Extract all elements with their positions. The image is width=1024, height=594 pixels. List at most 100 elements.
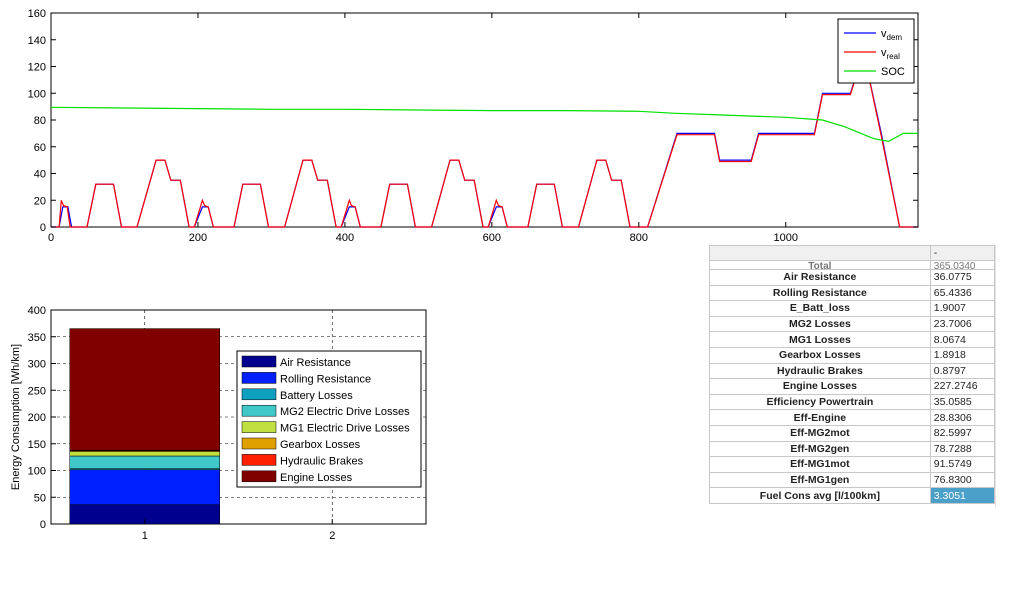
row-value[interactable]: 91.5749 (929, 456, 996, 473)
legend-box (837, 18, 915, 84)
table-row[interactable]: Gearbox Losses 1.8918 (709, 346, 996, 364)
legend-label-1: Rolling Resistance (280, 373, 371, 385)
table-row[interactable]: Engine Losses 227.2746 (709, 378, 996, 395)
row-label: Eff-MG2mot (709, 424, 931, 442)
table-row[interactable]: Eff-Engine 28.8306 (709, 409, 996, 426)
row-label: MG2 Losses (709, 315, 931, 333)
legend-swatch-3 (241, 404, 277, 417)
y-tick-label: 400 (28, 305, 46, 317)
x-tick-label: 1000 (774, 232, 798, 244)
row-value[interactable]: 3.3051 (929, 487, 996, 504)
y-tick-label: 300 (28, 359, 46, 371)
row-value[interactable]: 36.0775 (929, 269, 996, 286)
legend-label-2: Battery Losses (280, 390, 353, 402)
bar-segment-7 (69, 328, 220, 451)
y-tick-label: 60 (34, 142, 46, 154)
results-table[interactable]: - Total 365.0340 Air Resistance 36.0775 Rolli… (709, 245, 1024, 507)
row-label: Air Resistance (709, 269, 931, 286)
energy-consumption-bar-chart: 0 50 100 150 200 250 300 350 400 1 2 Energy Consump… (10, 305, 427, 542)
row-label: Total (709, 260, 931, 270)
table-row[interactable]: Eff-MG2mot 82.5997 (709, 424, 996, 442)
series-line-2 (50, 106, 918, 143)
row-value[interactable]: 82.5997 (929, 424, 996, 442)
row-label: Eff-MG1mot (709, 456, 931, 473)
row-value[interactable]: 1.8918 (929, 346, 996, 364)
table-row[interactable]: MG1 Losses 8.0674 (709, 331, 996, 348)
y-tick-label: 50 (34, 492, 46, 504)
table-row[interactable]: Air Resistance 36.0775 (709, 269, 996, 286)
row-value[interactable]: 76.8300 (929, 471, 996, 489)
row-label: Fuel Cons avg [l/100km] (709, 487, 931, 504)
table-scroll-area[interactable] (995, 245, 1024, 507)
legend-label-4: MG1 Electric Drive Losses (280, 423, 410, 435)
results-grid: - Total 365.0340 Air Resistance 36.0775 Rolli… (709, 245, 996, 504)
table-row[interactable]: E_Batt_loss 1.9007 (709, 300, 996, 317)
row-value[interactable]: 0.8797 (929, 362, 996, 380)
y-tick-label: 200 (28, 412, 46, 424)
legend-label-0: Air Resistance (280, 357, 351, 369)
table-row[interactable]: Eff-MG1gen 76.8300 (709, 471, 996, 489)
row-label: MG1 Losses (709, 331, 931, 348)
row-label: E_Batt_loss (709, 300, 931, 317)
table-row[interactable]: Efficiency Powertrain 35.0585 (709, 393, 996, 411)
plot-area (50, 12, 919, 228)
y-tick-label: 20 (34, 195, 46, 207)
x-tick-label: 200 (189, 232, 207, 244)
y-tick-label: 0 (40, 222, 46, 234)
table-row[interactable]: MG2 Losses 23.7006 (709, 315, 996, 333)
y-tick-label: 100 (28, 466, 46, 478)
table-row[interactable]: Eff-MG1mot 91.5749 (709, 456, 996, 473)
legend-label-subscript: real (887, 52, 901, 61)
y-tick-label: 350 (28, 332, 46, 344)
y-tick-label: 40 (34, 169, 46, 181)
legend-label-3: MG2 Electric Drive Losses (280, 406, 410, 418)
legend-swatch-4 (241, 421, 277, 433)
x-tick-label: 600 (483, 232, 501, 244)
table-row[interactable]: Rolling Resistance 65.4336 (709, 284, 996, 302)
y-tick-label: 100 (28, 88, 46, 100)
legend-swatch-1 (241, 372, 277, 384)
bar-segment-4 (69, 451, 220, 457)
y-tick-label: 0 (40, 519, 46, 531)
table-header-row[interactable]: - (709, 245, 996, 261)
row-value[interactable]: 35.0585 (929, 393, 996, 411)
row-value[interactable]: 23.7006 (929, 315, 996, 333)
legend-label-main: SOC (881, 66, 905, 78)
row-label (709, 245, 931, 261)
row-label: Eff-MG2gen (709, 440, 931, 458)
row-value[interactable]: 365.0340 (929, 260, 996, 270)
series-line-1 (51, 65, 918, 228)
table-row[interactable]: Hydraulic Brakes 0.8797 (709, 362, 996, 380)
legend-swatch-0 (241, 355, 277, 368)
table-row[interactable]: Fuel Cons avg [l/100km] 3.3051 (709, 487, 996, 504)
legend-swatch-6 (241, 454, 277, 466)
legend-swatch-5 (241, 437, 277, 450)
bar-segment-1 (69, 469, 220, 505)
row-value[interactable]: 1.9007 (929, 300, 996, 317)
y-axis-label: Energy Consumption [Wh/km] (10, 344, 22, 490)
y-tick-label: 80 (34, 115, 46, 127)
row-value[interactable]: 227.2746 (929, 378, 996, 395)
y-tick-label: 150 (28, 439, 46, 451)
legend-label-subscript: dem (887, 33, 903, 42)
row-value[interactable]: 65.4336 (929, 284, 996, 302)
row-value[interactable]: 78.7288 (929, 440, 996, 458)
x-tick-label: 800 (630, 232, 648, 244)
y-tick-label: 140 (28, 35, 46, 47)
table-row[interactable]: Eff-MG2gen 78.7288 (709, 440, 996, 458)
table-row-partial[interactable]: Total 365.0340 (709, 260, 996, 270)
legend-label-2: SOC (881, 66, 905, 78)
legend-label-5: Gearbox Losses (280, 439, 361, 451)
row-value[interactable]: 8.0674 (929, 331, 996, 348)
legend-swatch-7 (241, 470, 277, 483)
row-label: Rolling Resistance (709, 284, 931, 302)
row-label: Efficiency Powertrain (709, 393, 931, 411)
row-value[interactable]: - (929, 245, 996, 261)
y-tick-label: 250 (28, 385, 46, 397)
x-tick-label: 0 (48, 232, 54, 244)
row-label: Hydraulic Brakes (709, 362, 931, 380)
speed-soc-line-chart: 0 200 400 600 800 1000 0 20 40 60 80 100 120 140 160 vd… (28, 8, 919, 244)
row-value[interactable]: 28.8306 (929, 409, 996, 426)
row-label: Gearbox Losses (709, 346, 931, 364)
